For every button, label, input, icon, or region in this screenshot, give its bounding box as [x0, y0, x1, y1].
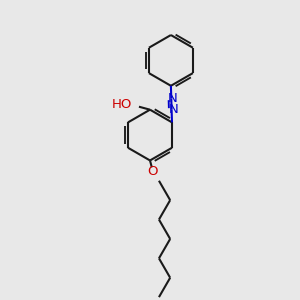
Text: N: N: [168, 103, 178, 116]
Text: HO: HO: [112, 98, 132, 111]
Text: O: O: [147, 165, 158, 178]
Text: N: N: [168, 92, 178, 105]
